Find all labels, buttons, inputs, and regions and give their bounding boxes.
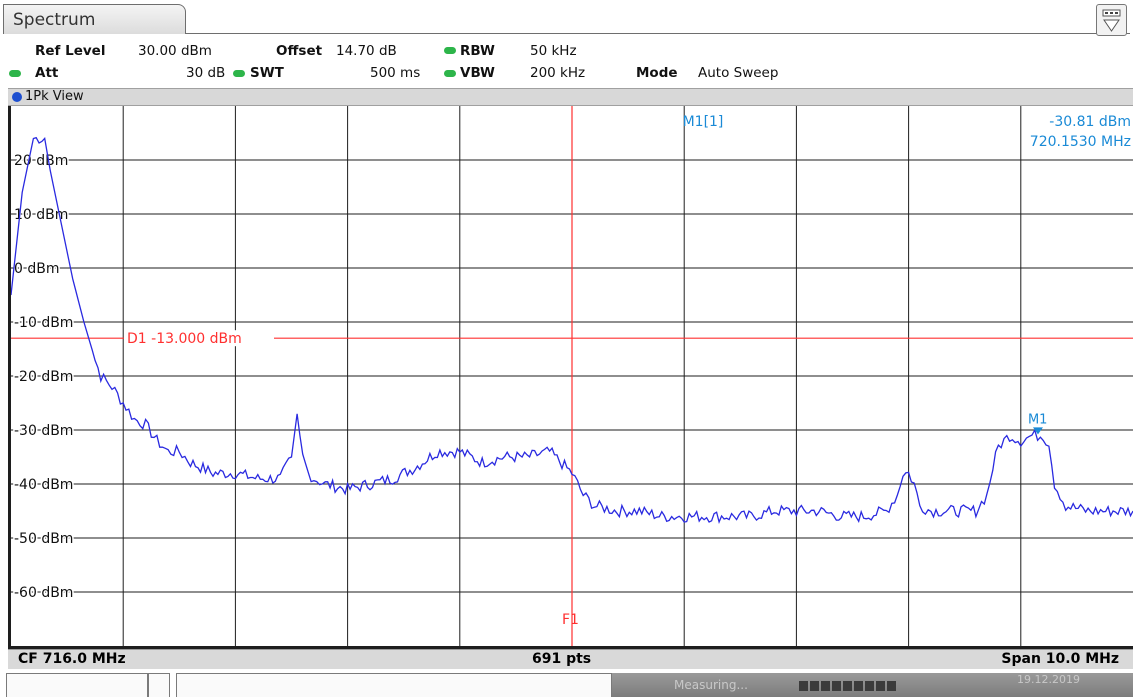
window-menu-button[interactable]	[1096, 4, 1127, 36]
y-tick-label: -40 dBm	[14, 477, 73, 493]
trace-indicator-icon	[12, 92, 22, 102]
y-tick-label: -30 dBm	[14, 423, 73, 439]
progress-segment	[821, 681, 830, 691]
y-tick-label: -50 dBm	[14, 531, 73, 547]
status-dot	[233, 70, 245, 77]
status-field	[148, 673, 170, 697]
measuring-status: Measuring... 19.12.2019	[612, 673, 1133, 697]
status-date: 19.12.2019	[1017, 673, 1080, 686]
offset-label: Offset	[276, 43, 323, 59]
marker-m1-icon[interactable]	[1032, 427, 1043, 435]
marker-readout-level: -30.81 dBm	[1049, 114, 1131, 130]
tab-spectrum-label: Spectrum	[13, 10, 96, 30]
progress-segment	[854, 681, 863, 691]
swt-value: 500 ms	[370, 65, 421, 81]
status-field	[176, 673, 612, 697]
progress-segment	[810, 681, 819, 691]
status-bar: Measuring... 19.12.2019	[0, 671, 1133, 697]
progress-segment	[843, 681, 852, 691]
att-value: 30 dB	[186, 65, 226, 81]
mode-value: Auto Sweep	[698, 65, 779, 81]
status-dot	[9, 70, 21, 77]
progress-segment	[799, 681, 808, 691]
swt-label: SWT	[250, 65, 284, 81]
att-label: Att	[35, 65, 59, 81]
dropdown-icon	[1102, 9, 1121, 32]
plot-footer: CF 716.0 MHz 691 pts Span 10.0 MHz	[8, 649, 1133, 669]
view-label: 1Pk View	[25, 89, 84, 104]
measuring-text: Measuring...	[674, 678, 748, 692]
mode-label: Mode	[636, 65, 678, 81]
marker-readout-freq: 720.1530 MHz	[1030, 134, 1131, 150]
spectrum-chart: 20 dBm 10 dBm 0 dBm -10 dBm -20 dBm -30 dBm -4…	[11, 106, 1133, 646]
vbw-label: VBW	[460, 65, 495, 81]
tab-spectrum[interactable]: Spectrum	[3, 4, 186, 34]
y-tick-label: 20 dBm	[14, 153, 68, 169]
y-tick-label: 0 dBm	[14, 261, 60, 277]
rbw-value: 50 kHz	[530, 43, 577, 59]
marker-readout-name: M1[1]	[683, 114, 724, 130]
status-dot	[444, 47, 456, 54]
progress-segment	[887, 681, 896, 691]
frequency-line-label: F1	[562, 612, 579, 628]
trace-line	[11, 136, 1133, 525]
y-tick-label: -10 dBm	[14, 315, 73, 331]
display-line-label: D1 -13.000 dBm	[127, 331, 242, 347]
ref-level-value: 30.00 dBm	[138, 43, 212, 59]
view-bar[interactable]: 1Pk View	[8, 88, 1133, 106]
y-tick-label: -60 dBm	[14, 585, 73, 601]
span: Span 10.0 MHz	[1001, 651, 1119, 667]
status-dot	[444, 70, 456, 77]
status-field	[6, 673, 148, 697]
center-frequency: CF 716.0 MHz	[18, 651, 126, 667]
progress-segment	[832, 681, 841, 691]
ref-level-label: Ref Level	[35, 43, 106, 59]
vbw-value: 200 kHz	[530, 65, 586, 81]
progress-segment	[876, 681, 885, 691]
display-line-label-bg	[124, 330, 274, 347]
tab-divider	[186, 33, 1130, 34]
progress-segment	[865, 681, 874, 691]
y-tick-label: -20 dBm	[14, 369, 73, 385]
rbw-label: RBW	[460, 43, 495, 59]
y-tick-label: 10 dBm	[14, 207, 68, 223]
sweep-points: 691 pts	[532, 651, 592, 667]
marker-m1-label: M1	[1028, 412, 1048, 427]
spectrum-plot[interactable]: 20 dBm 10 dBm 0 dBm -10 dBm -20 dBm -30 dBm -4…	[8, 106, 1133, 649]
offset-value: 14.70 dB	[336, 43, 397, 59]
